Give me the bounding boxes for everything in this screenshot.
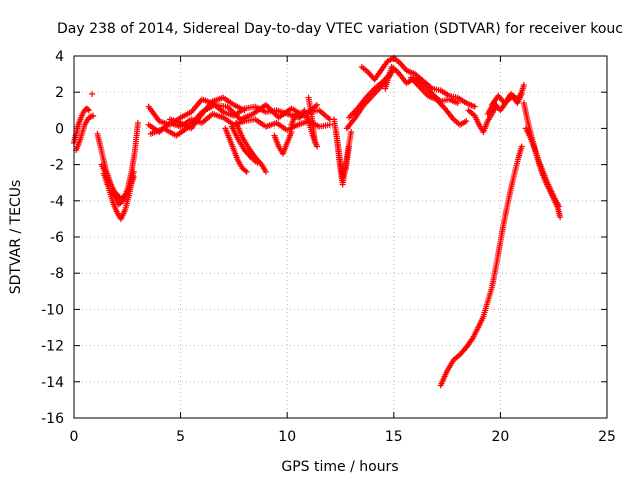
grid <box>74 56 607 418</box>
y-tick-label: -14 <box>41 375 64 391</box>
y-tick-label: -4 <box>50 194 64 210</box>
data-point <box>254 159 261 166</box>
y-tick-label: -12 <box>41 339 64 355</box>
y-axis-label: SDTVAR / TECUs <box>8 180 24 295</box>
y-tick-label: -10 <box>41 302 64 318</box>
data-point <box>520 81 527 88</box>
y-tick-label: 2 <box>55 85 64 101</box>
data-point <box>471 103 478 110</box>
data-point <box>268 107 275 114</box>
data-point <box>518 91 525 98</box>
data-point <box>85 107 92 114</box>
data-point <box>454 100 461 107</box>
data-point <box>556 203 563 210</box>
data-point <box>314 101 321 108</box>
data-point <box>288 129 295 136</box>
x-axis-label: GPS time / hours <box>281 459 398 475</box>
x-tick-label: 5 <box>176 429 185 445</box>
axis-ticks <box>73 55 608 419</box>
data-point <box>264 103 271 110</box>
data-points <box>71 54 564 389</box>
data-point <box>326 121 333 128</box>
y-tick-label: -16 <box>41 411 64 427</box>
data-point <box>348 129 355 136</box>
y-tick-label: 0 <box>55 121 64 137</box>
data-point <box>518 143 525 150</box>
y-tick-label: -6 <box>50 230 64 246</box>
plot-frame <box>73 55 608 419</box>
axis-tick-labels: 0 5 10 15 20 25 -16 -14 -12 -10 -8 -6 -4 -2 0 2 4 <box>41 49 616 445</box>
data-point <box>314 143 321 150</box>
x-tick-label: 15 <box>385 429 403 445</box>
data-point <box>243 168 250 175</box>
data-point <box>89 91 96 98</box>
y-tick-label: -2 <box>50 158 64 174</box>
data-point <box>262 168 269 175</box>
x-tick-label: 10 <box>278 429 296 445</box>
y-tick-label: -8 <box>50 266 64 282</box>
data-point <box>130 174 137 181</box>
x-tick-label: 0 <box>70 429 79 445</box>
data-point <box>463 118 470 125</box>
data-point <box>346 143 353 150</box>
x-tick-label: 20 <box>491 429 509 445</box>
data-point <box>88 113 95 120</box>
data-point <box>134 119 141 126</box>
data-point <box>241 107 248 114</box>
data-point <box>84 106 91 113</box>
chart-title: Day 238 of 2014, Sidereal Day-to-day VTE… <box>57 21 623 37</box>
data-point <box>311 139 318 146</box>
data-point <box>130 168 137 175</box>
x-tick-label: 25 <box>598 429 616 445</box>
data-point <box>557 214 564 221</box>
y-tick-label: 4 <box>55 49 64 65</box>
data-point <box>90 112 97 119</box>
